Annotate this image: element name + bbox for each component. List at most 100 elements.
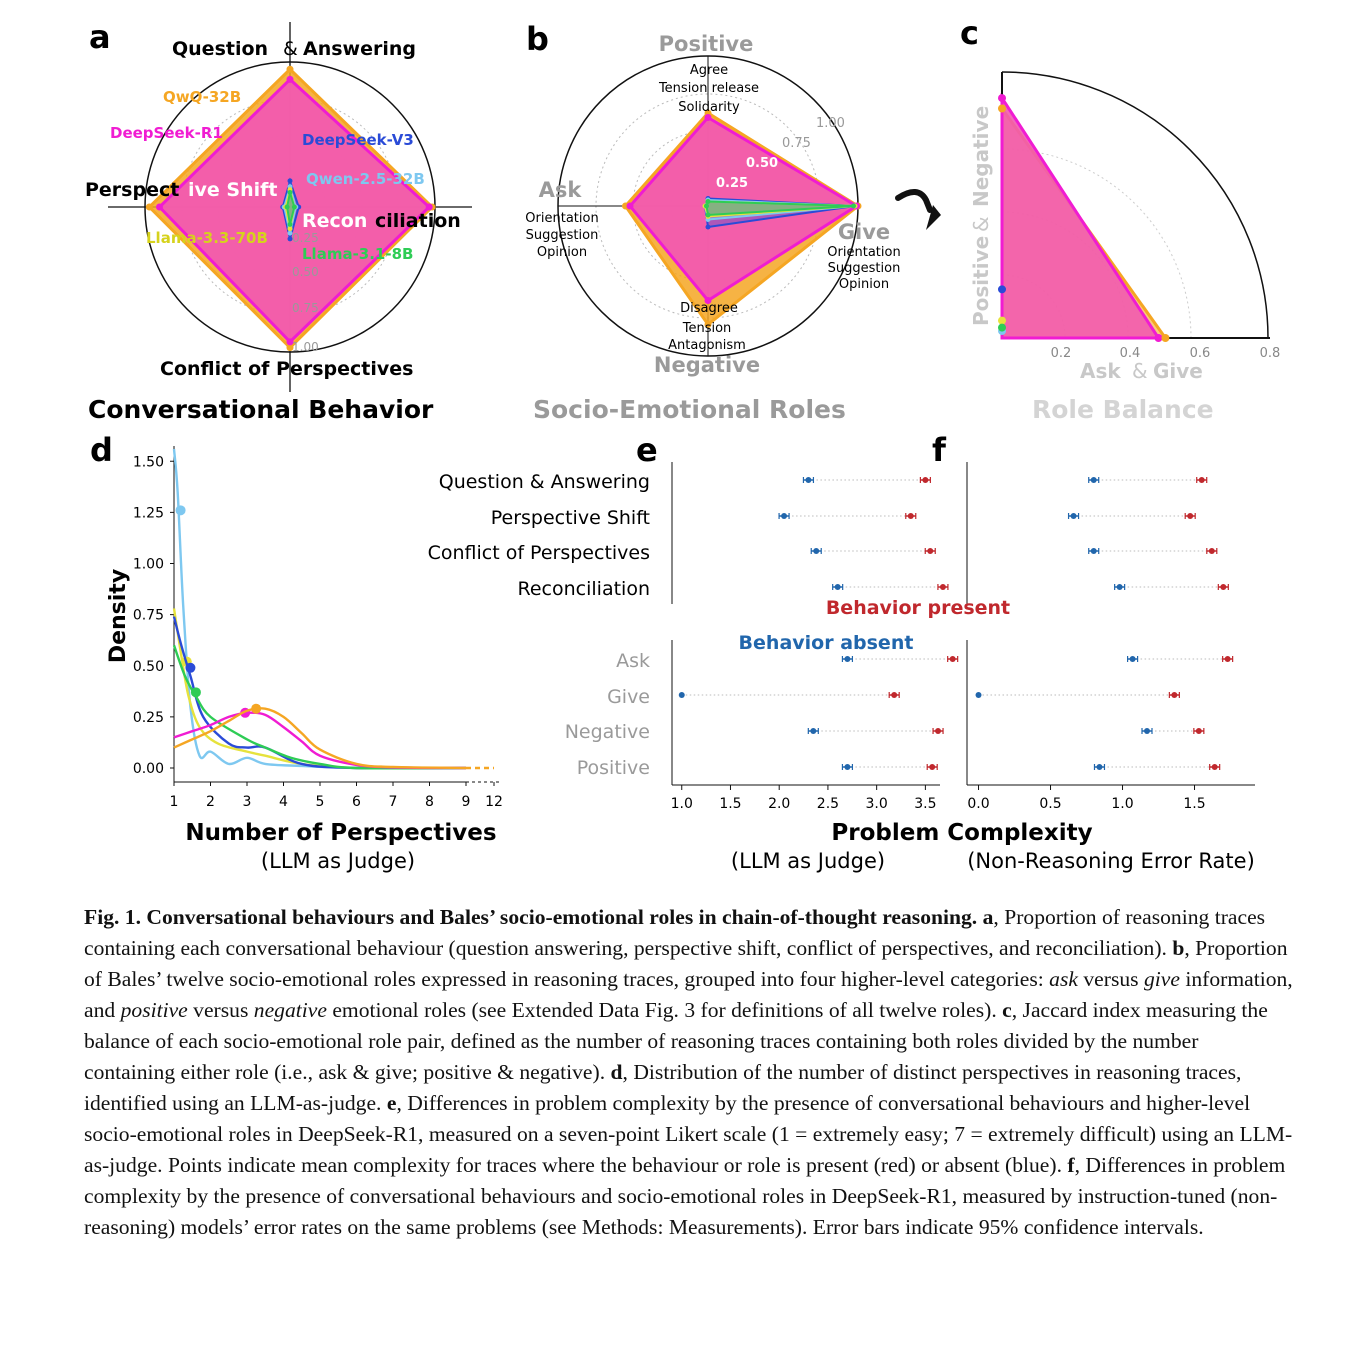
panel-c-letter: c [960,14,979,52]
panel-ef-xlabel: Problem Complexity [831,820,1092,846]
panel-f-point-absent-3 [1116,584,1123,590]
panel-e-point-present-6 [935,728,942,734]
panel-a-letter: a [89,18,111,56]
panel-d-ytick-label-0: 0.00 [133,761,164,777]
caption-title: Conversational behaviours and Bales’ soc… [146,905,978,929]
panel-a-point-qwq-32b-0 [286,65,294,73]
panel-e-xsub: (LLM as Judge) [731,849,885,873]
caption-b-give: give [1143,967,1180,991]
panel-b-letter: b [526,20,549,58]
panel-d-ylabel: Density [106,569,131,663]
panel-d-xtick-label-8: 9 [462,794,471,810]
panel-c-ylabel-amp: & [969,216,993,232]
panel-e-xtick-label-4: 3.0 [866,796,888,812]
panel-e-row-give: Give [607,686,650,708]
panel-f-point-absent-2 [1090,548,1097,554]
panel-d-xtick-label-6: 7 [389,794,398,810]
panel-d-xtick-label-7: 8 [425,794,434,810]
panel-b-point-qwq-32b-2 [704,321,712,328]
panel-d-ticks: 0.000.250.500.751.001.251.501 2 3 4 5 6 7 8 9 12 [133,454,503,810]
panel-f-xtick-label-0: 0.0 [967,796,989,812]
panel-e-point-absent-2 [813,548,820,554]
panel-e: e 1.0 1.5 2.0 2.5 3.0 3.5 Question & Answerin… [428,431,959,873]
panel-f-xtick-label-2: 1.0 [1111,796,1133,812]
caption-b-versus1: versus [1083,967,1139,991]
caption-b-negative: negative [253,998,327,1022]
panel-a-point-deepseek-r1-1 [425,203,433,211]
panel-d-curve-llama-3-3-70b [172,608,467,770]
panel-a-axis-conflict: Conflict of Perspectives [160,358,413,380]
panel-f-point-absent-0 [1090,477,1097,483]
panel-f-point-present-2 [1208,548,1215,554]
panel-f-xtick-label-3: 1.5 [1183,796,1205,812]
panel-d-ytick-label-2: 0.50 [133,659,164,675]
panel-f-point-absent-6 [1144,728,1150,734]
panel-c-xpoint-qwq-32b [1161,334,1170,342]
panel-e-row-rc: Reconciliation [518,578,650,600]
panel-a-radar [145,65,436,352]
panel-e-xtick-label-5: 3.5 [914,796,936,812]
panel-d-plot [172,448,494,770]
panel-e-xtick-label-3: 2.5 [817,796,839,812]
panel-e-row-cp: Conflict of Perspectives [428,542,650,564]
panel-a-point-llama-3-3-70b-2 [287,226,293,232]
panel-f-point-present-0 [1198,477,1205,483]
panel-e-xtick-label-1: 1.5 [719,796,741,812]
caption-d-label: d [610,1060,623,1084]
panel-e-point-present-3 [939,584,946,590]
panel-f-point-absent-1 [1070,513,1077,519]
panel-e-point-present-1 [907,513,914,519]
panel-b-give-role-1: Orientation [827,245,900,260]
figure-caption: Fig. 1. Conversational behaviours and Ba… [84,902,1294,1243]
panel-a-tick-050: 0.50 [292,265,319,279]
panel-f-letter: f [932,431,947,469]
caption-c-label: c [1002,998,1012,1022]
panel-f-point-absent-7 [1096,764,1103,770]
legend-behavior-absent: Behavior absent [739,632,914,654]
panel-d-curve-qwen-2-5-32b [172,448,467,770]
panel-e-point-present-4 [949,656,956,662]
panel-e-point-absent-6 [810,728,817,734]
panel-a-tick-075: 0.75 [292,301,319,315]
panel-f-point-present-6 [1195,728,1202,734]
panel-c-xtick-06: 0.6 [1190,346,1211,361]
panel-b: b 0.25 0.50 0.75 1.00 Positive Agree Ten… [525,20,900,424]
caption-e-text: , Differences in problem complexity by t… [84,1091,1293,1177]
panel-a-axis-perspect: Perspect [85,179,179,201]
panel-e-xtick-label-2: 2.0 [768,796,790,812]
panel-a-axis-ciliation: ciliation [375,210,461,232]
panel-c-xlabel-amp: & [1132,359,1148,383]
panel-d-marker-qwq-32b [251,703,262,714]
caption-a-text: , Proportion of reasoning traces contain… [84,905,1266,960]
panel-e-row-ps: Perspective Shift [491,507,650,529]
panel-a-point-qwen-2-5-32b-2 [287,230,293,236]
panel-d: d 0.000.250.500.751.001.251.501 2 3 4 5 6 7 8 9 1… [90,431,503,873]
panel-d-xsub: (LLM as Judge) [261,849,415,873]
panel-e-point-absent-3 [834,584,841,590]
panel-e-plot: 1.0 1.5 2.0 2.5 3.0 3.5 [671,477,959,812]
panel-d-ytick-label-3: 0.75 [133,608,164,624]
panel-a-point-llama-3-1-8b-3 [284,204,290,210]
panel-b-negative-title: Negative [654,353,760,377]
panel-c-xtick-08: 0.8 [1260,346,1281,361]
panel-b-point-deepseek-r1-3 [626,202,634,210]
panel-e-row-negative: Negative [565,721,650,743]
panel-f-point-present-5 [1171,692,1178,698]
panel-b-negative-role-3: Antagonism [668,338,746,353]
panel-d-curve-deepseek-r1 [173,711,467,770]
caption-b-text1: , Proportion of Bales’ twelve socio-emot… [84,936,1288,991]
panel-c-xlabel-give: Give [1153,359,1203,383]
legend-behavior-present: Behavior present [826,597,1010,619]
caption-c-text: , Jaccard index measuring the balance of… [84,998,1268,1084]
caption-b-versus2: versus [193,998,249,1022]
panel-d-ytick-label-1: 0.25 [133,710,164,726]
panel-a: a 0.25 0.50 0.75 1.00 Question & Answeri… [85,18,472,424]
panel-c-xtick-02: 0.2 [1051,346,1072,361]
panel-b-positive-title: Positive [659,32,754,56]
panel-b-point-llama-3-1-8b-1 [851,203,856,209]
panel-a-footer: Conversational Behavior [88,395,434,424]
panel-d-letter: d [90,431,113,469]
panel-f-point-absent-5 [975,692,982,698]
panel-e-xtick-label-0: 1.0 [671,796,693,812]
panel-a-legend-qwen: Qwen-2.5-32B [306,170,425,188]
